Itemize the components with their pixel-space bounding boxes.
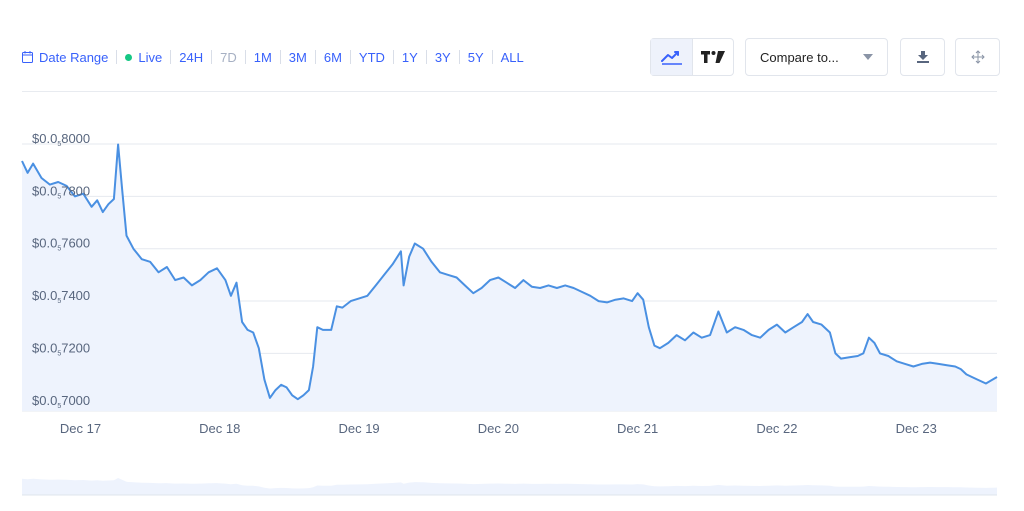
live-indicator-dot [125,53,133,61]
x-tick-label: Dec 18 [199,421,240,436]
chart-type-toggle [650,38,734,76]
download-button[interactable] [901,39,944,75]
tradingview-button[interactable] [692,39,733,75]
y-tick-label: $0.057000 [32,393,90,410]
x-tick-label: Dec 21 [617,421,658,436]
range-button-5y[interactable]: 5Y [467,49,484,65]
range-button-1y[interactable]: 1Y [401,49,418,65]
separator [314,50,316,64]
calendar-icon [22,51,33,63]
x-tick-label: Dec 22 [756,421,797,436]
separator [279,50,281,64]
y-tick-label: $0.057200 [32,340,90,357]
y-tick-label: $0.057600 [32,236,90,253]
separator [211,50,213,64]
separator [392,50,394,64]
x-tick-label: Dec 17 [60,421,101,436]
separator [244,50,246,64]
compare-dropdown[interactable]: Compare to... [745,38,888,76]
y-tick-label: $0.058000 [32,131,90,148]
date-range-button[interactable]: Date Range [22,50,116,65]
x-axis-labels: Dec 17 Dec 18 Dec 19 Dec 20 Dec 21 Dec 22 Dec … [60,421,937,436]
caret-down-icon [863,54,873,60]
chart-toolbar: Date Range Live 24H 7D 1M 3M 6M YTD 1Y 3Y 5Y ALL [0,0,1024,92]
y-tick-label: $0.057800 [32,183,90,200]
line-chart-icon [660,51,682,65]
live-button[interactable]: Live [117,50,170,65]
separator [170,50,172,64]
x-tick-label: Dec 19 [338,421,379,436]
range-button-1m[interactable]: 1M [253,49,272,65]
download-icon [916,51,929,63]
x-tick-label: Dec 20 [478,421,519,436]
price-line [21,143,998,401]
range-button-ytd[interactable]: YTD [358,49,385,65]
separator [349,50,351,64]
price-area-fill [22,144,997,411]
separator [458,50,460,64]
x-tick-label: Dec 23 [896,421,937,436]
range-navigator[interactable] [22,478,997,496]
range-button-3y[interactable]: 3Y [434,49,451,65]
line-chart-button[interactable] [651,39,692,75]
date-range-label: Date Range [39,49,109,65]
range-button-6m[interactable]: 6M [323,49,342,65]
range-button-all[interactable]: ALL [500,49,524,65]
separator [116,50,118,64]
y-axis-labels: $0.058000 $0.057800 $0.057600 $0.057400 $0.0… [32,131,90,410]
range-button-3m[interactable]: 3M [288,49,307,65]
tradingview-icon [701,51,725,63]
navigator-area [22,478,997,495]
toolbar-divider [22,91,997,92]
range-button-7d: 7D [220,49,237,65]
download-button-group [900,38,945,76]
time-range-selector: Date Range Live 24H 7D 1M 3M 6M YTD 1Y 3Y 5Y ALL [22,46,532,68]
y-tick-label: $0.057400 [32,288,90,305]
live-label: Live [138,49,163,65]
separator [491,50,493,64]
compare-label: Compare to... [760,49,839,65]
move-button-group [955,38,1000,76]
separator [425,50,427,64]
move-button[interactable] [956,39,999,75]
move-icon [970,50,985,64]
range-button-24h[interactable]: 24H [179,49,204,65]
